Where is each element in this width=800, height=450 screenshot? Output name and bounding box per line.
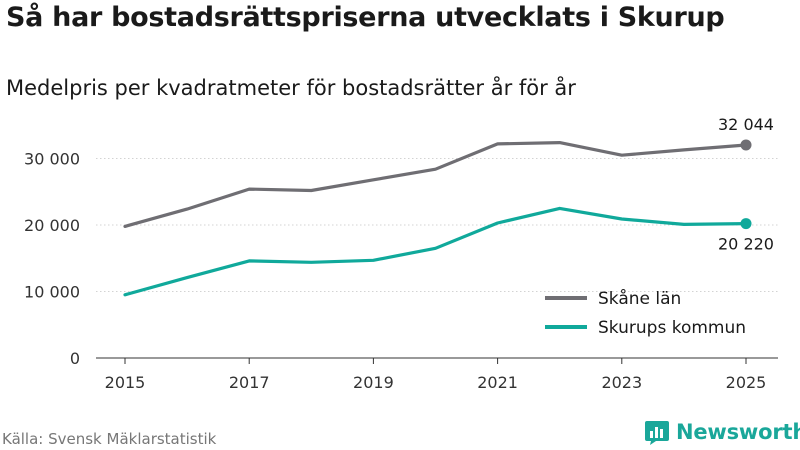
source-note: Källa: Svensk Mäklarstatistik xyxy=(2,430,217,448)
chart-title: Så har bostadsrättspriserna utvecklats i… xyxy=(6,2,725,33)
line-chart: 0 10 000 20 000 30 000 2015 2017 2019 2021 2023 2… xyxy=(24,115,778,392)
x-tick-label-2017: 2017 xyxy=(229,373,270,392)
x-tick-label-2015: 2015 xyxy=(105,373,146,392)
x-tick-label-2023: 2023 xyxy=(601,373,642,392)
series-end-label-1: 20 220 xyxy=(718,235,774,254)
y-tick-label-0: 0 xyxy=(70,349,80,368)
y-tick-label-10000: 10 000 xyxy=(24,283,80,302)
x-tick-label-2025: 2025 xyxy=(726,373,767,392)
legend-label-1: Skurups kommun xyxy=(598,318,746,338)
series-line-0 xyxy=(123,141,748,228)
brand-name: Newsworthy xyxy=(676,420,800,444)
y-tick-label-30000: 30 000 xyxy=(24,150,80,169)
chart-subtitle: Medelpris per kvadratmeter för bostadsrä… xyxy=(6,76,576,100)
series-line-1 xyxy=(123,206,748,297)
x-tick-label-2021: 2021 xyxy=(477,373,518,392)
series-end-point-1 xyxy=(740,218,752,230)
x-tick-label-2019: 2019 xyxy=(353,373,394,392)
series-end-point-0 xyxy=(740,139,752,151)
y-tick-label-20000: 20 000 xyxy=(24,216,80,235)
series-end-label-0: 32 044 xyxy=(718,115,774,134)
newsworthy-logo-icon xyxy=(645,421,669,445)
brand-logo[interactable]: Newsworthy xyxy=(644,419,800,445)
legend-label-0: Skåne län xyxy=(598,288,681,309)
